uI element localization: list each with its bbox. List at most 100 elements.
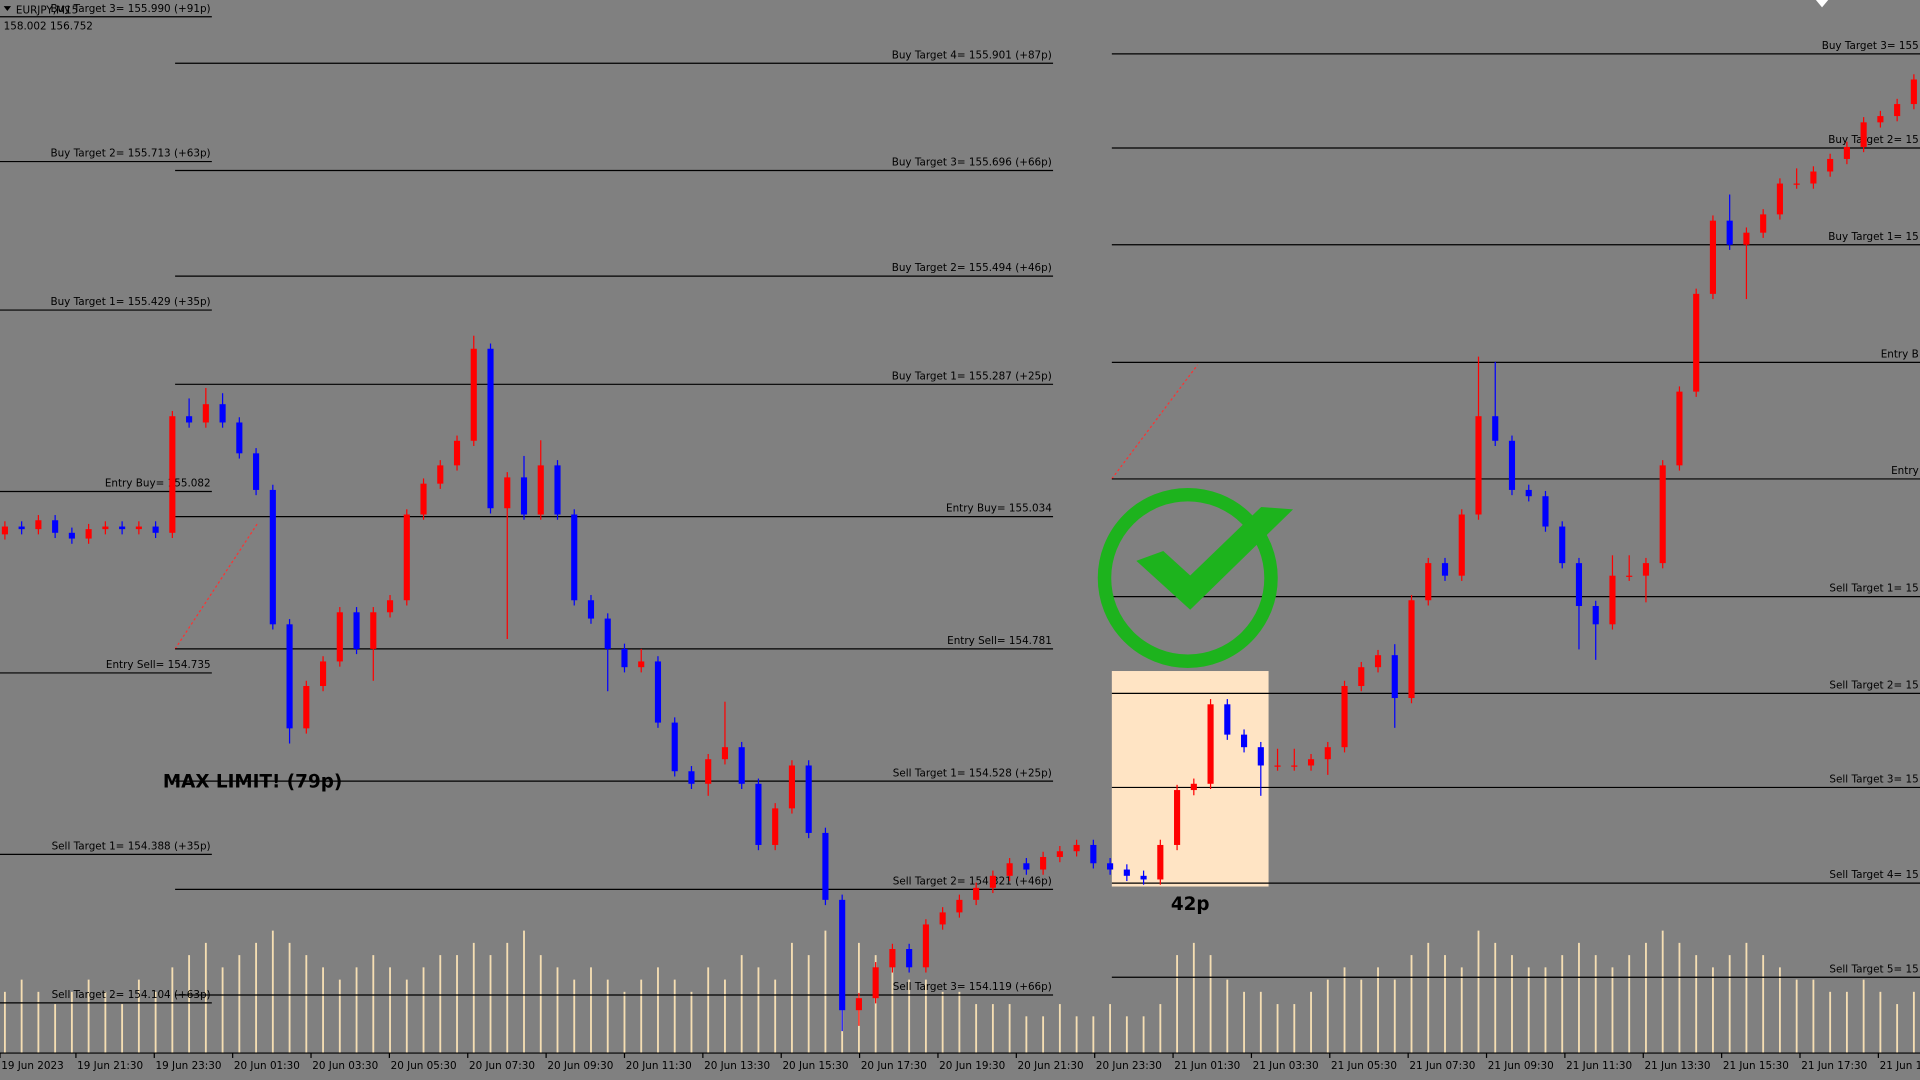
candle-body [437, 465, 444, 484]
candle-body [1391, 655, 1398, 699]
level-label: Buy Target 3= 155.990 (+91p) [50, 3, 210, 15]
candle-body [855, 998, 862, 1011]
candle-body [303, 686, 310, 729]
level-label: Entry Sell= 154.735 [106, 659, 211, 671]
candle-body [1659, 465, 1666, 564]
candle-body [939, 912, 946, 925]
level-label: Buy Target 1= 155.287 (+25p) [892, 370, 1052, 382]
candle-body [186, 416, 193, 423]
time-label: 21 Jun 11:30 [1566, 1060, 1632, 1072]
check-mark [1136, 506, 1294, 610]
candle-body [788, 765, 795, 809]
level-label: Entry Sell= 154.781 [947, 635, 1052, 647]
level-label: Sell Target 3= 15 [1829, 774, 1918, 786]
level-label: Buy Target 2= 155.713 (+63p) [50, 148, 210, 160]
candle-body [872, 967, 879, 999]
time-label: 21 Jun 19:30 [1880, 1060, 1920, 1072]
time-label: 21 Jun 15:30 [1723, 1060, 1789, 1072]
candle-body [654, 661, 662, 723]
time-label: 19 Jun 23:30 [156, 1060, 222, 1072]
candle-body [1090, 844, 1097, 864]
candle-body [169, 416, 176, 533]
level-label: Entry Buy= 155.082 [105, 478, 211, 490]
level-label: Buy Target 1= 155.429 (+35p) [50, 296, 210, 308]
candle-body [1341, 686, 1348, 748]
candle-body [68, 532, 75, 539]
candle-body [1592, 606, 1599, 625]
candle-body [1458, 514, 1465, 576]
check-circle [1097, 487, 1278, 668]
time-label: 20 Jun 07:30 [469, 1060, 535, 1072]
candle-body [1910, 79, 1917, 105]
candle-body [1776, 183, 1783, 215]
level-label: Buy Target 3= 155 [1822, 40, 1919, 52]
level-label: Entry [1891, 465, 1919, 477]
candle-body [1157, 844, 1164, 880]
candle-body [822, 832, 829, 900]
candle-body [1358, 667, 1365, 687]
candle-body [370, 612, 377, 649]
candle-body [1575, 563, 1583, 607]
level-label: Buy Target 2= 155.494 (+46p) [892, 262, 1052, 274]
candle-body [839, 899, 846, 1011]
candle-body [1190, 783, 1197, 791]
time-label: 19 Jun 2023 [1, 1060, 64, 1072]
time-label: 21 Jun 09:30 [1488, 1060, 1554, 1072]
candle-body [1425, 563, 1432, 601]
candle-body [1559, 526, 1566, 564]
dotted-line [1111, 364, 1199, 480]
candle-body [1475, 416, 1482, 515]
range-annotation: 42p [1171, 894, 1210, 915]
level-label: Buy Target 4= 155.901 (+87p) [892, 49, 1052, 61]
candle-body [52, 520, 59, 533]
level-label: Buy Target 3= 155.696 (+66p) [892, 157, 1052, 169]
level-label: Sell Target 1= 15 [1829, 583, 1918, 595]
candle-body [219, 404, 226, 423]
level-label: Sell Target 5= 15 [1829, 963, 1918, 975]
time-label: 21 Jun 05:30 [1331, 1060, 1397, 1072]
candle-body [1760, 214, 1767, 233]
menu-triangle [3, 6, 12, 12]
candle-body [1743, 232, 1750, 245]
candle-body [1894, 104, 1901, 117]
candle-body [604, 618, 611, 649]
candle-body [403, 514, 410, 601]
time-axis: 19 Jun 2023 19 Jun 21:30 19 Jun 23:30 20 Ju… [0, 1052, 1920, 1072]
candles-layer [1, 74, 1917, 1032]
time-label: 19 Jun 21:30 [77, 1060, 143, 1072]
candle-body [1609, 575, 1616, 625]
candle-body [1827, 158, 1834, 172]
candle-body [956, 899, 963, 913]
candle-body [1324, 747, 1331, 760]
time-label: 20 Jun 11:30 [626, 1060, 692, 1072]
candle-body [1408, 600, 1415, 699]
candle-body [253, 453, 260, 490]
candle-body [671, 722, 678, 772]
candle-body [1726, 220, 1733, 245]
volume-layer [3, 918, 1915, 1054]
candle-body [721, 747, 729, 760]
level-label: Sell Target 4= 15 [1829, 869, 1918, 881]
time-label: 21 Jun 17:30 [1801, 1060, 1867, 1072]
candle-body [420, 483, 427, 515]
candle-body [537, 465, 544, 515]
candle-body [1073, 844, 1080, 852]
dotted-line [174, 523, 258, 650]
level-label: Sell Target 2= 154.104 (+63p) [52, 989, 211, 1001]
level-label: Entry Buy= 155.034 [946, 503, 1052, 515]
candle-body [1140, 875, 1147, 880]
candle-body [1224, 704, 1231, 735]
candle-body [1374, 655, 1382, 668]
candle-body [989, 875, 996, 888]
candle-body [1693, 293, 1700, 392]
candle-body [738, 747, 745, 784]
time-label: 20 Jun 01:30 [234, 1060, 300, 1072]
candle-body [1, 526, 8, 535]
level-label: Sell Target 2= 15 [1829, 679, 1918, 691]
level-label: Sell Target 1= 154.528 (+25p) [893, 767, 1052, 779]
candle-body [135, 526, 142, 530]
candle-body [470, 348, 477, 441]
time-label: 21 Jun 03:30 [1253, 1060, 1319, 1072]
level-label: Sell Target 1= 154.388 (+35p) [52, 840, 211, 852]
candle-body [520, 477, 528, 515]
